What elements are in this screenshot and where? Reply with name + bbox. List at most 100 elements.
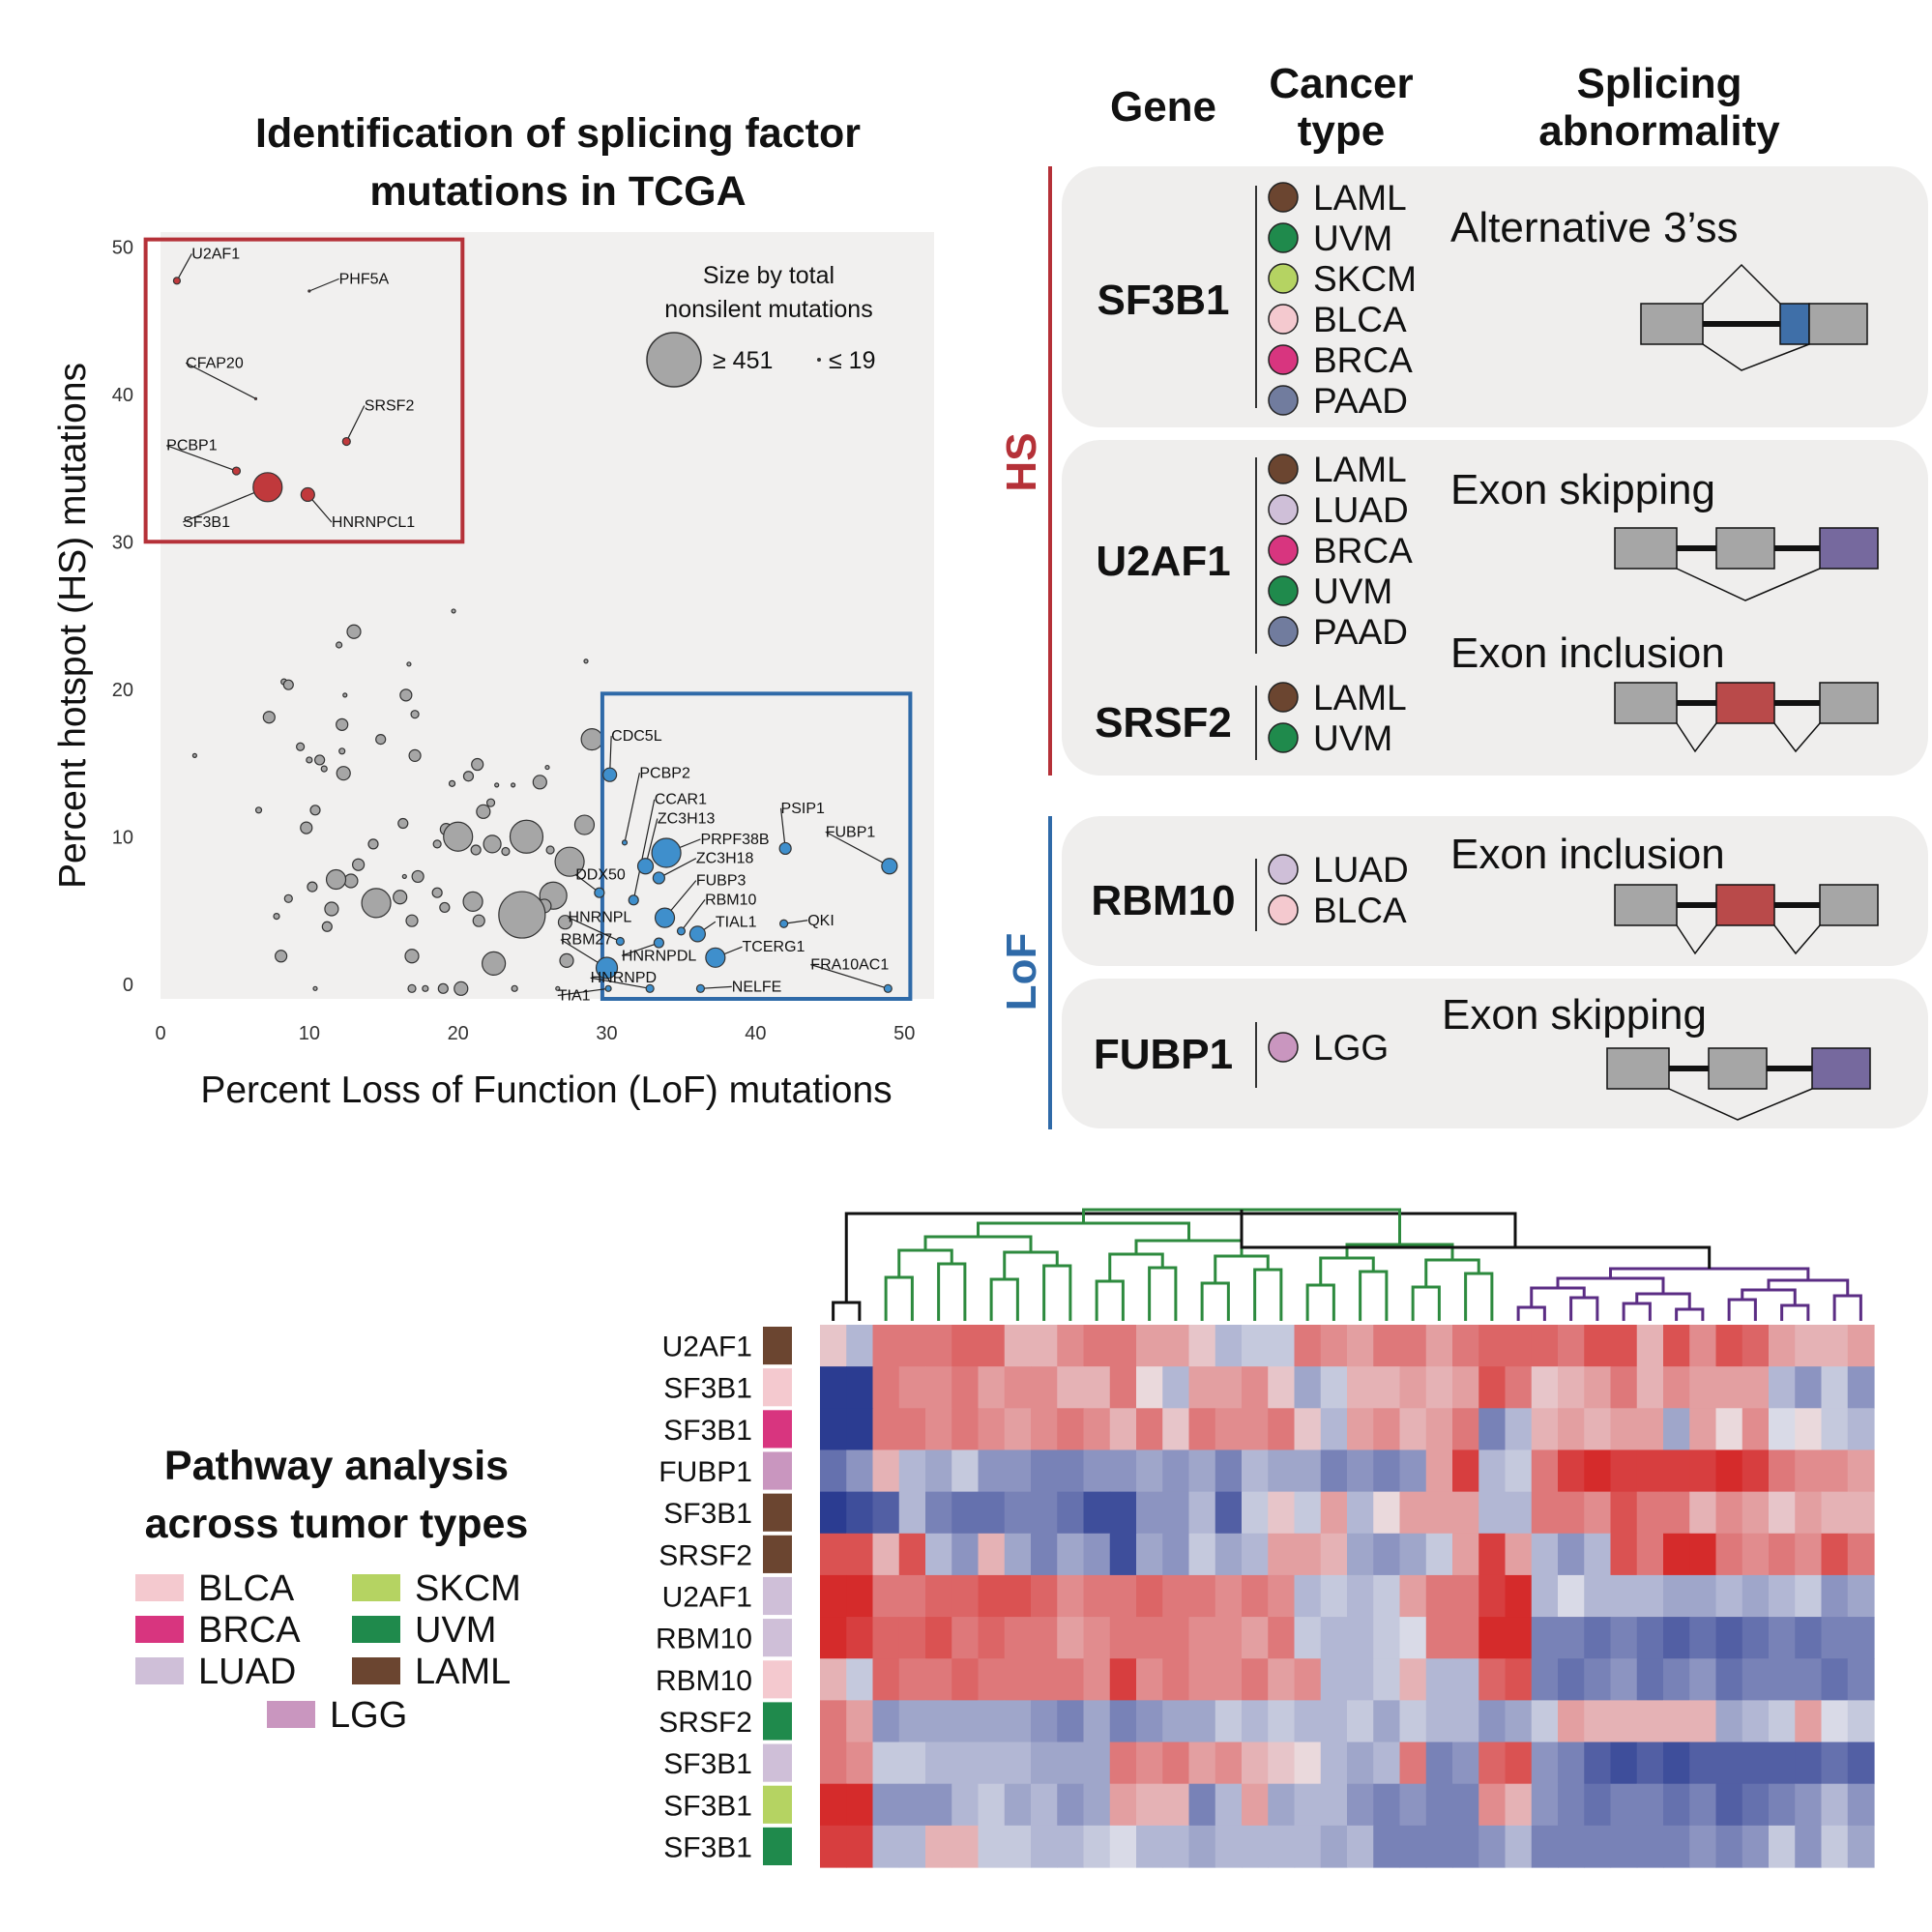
heatmap-cell: [1847, 1783, 1875, 1827]
heatmap-cell: [1636, 1825, 1664, 1868]
heatmap-cell: [1821, 1449, 1849, 1493]
heatmap-cell: [898, 1449, 926, 1493]
heatmap-cell: [1821, 1700, 1849, 1743]
heatmap-cell: [1821, 1366, 1849, 1409]
panel-fubp1: [1062, 979, 1928, 1128]
cancer-label: BRCA: [1313, 340, 1413, 380]
heatmap-cell: [1584, 1491, 1612, 1535]
heatmap-cell: [1478, 1325, 1507, 1367]
lof-group-label: LoF: [998, 933, 1045, 1011]
dendrogram-branch: [1148, 1266, 1178, 1321]
heatmap-cell: [1320, 1783, 1348, 1827]
heatmap-cell: [1584, 1408, 1612, 1451]
grey-bubble: [443, 821, 474, 852]
heatmap-cell: [951, 1325, 980, 1367]
heatmap-cell: [1715, 1325, 1743, 1367]
pathway-title-line-1: Pathway analysis: [164, 1443, 509, 1489]
bubble-rbm27: [595, 956, 619, 980]
grey-bubble: [410, 710, 420, 719]
heatmap-cell: [1689, 1783, 1717, 1827]
heatmap-cell: [1162, 1617, 1190, 1659]
cancer-label: UVM: [1313, 219, 1392, 258]
cancer-dot-brca: [1268, 535, 1299, 566]
heatmap-row-label: RBM10: [656, 1624, 752, 1655]
grey-bubble: [336, 717, 349, 731]
heatmap-cell: [1663, 1533, 1690, 1576]
heatmap-cell: [1320, 1449, 1348, 1493]
heatmap-cell: [1268, 1449, 1296, 1493]
cancer-label: BLCA: [1313, 891, 1407, 930]
heatmap-cell: [1584, 1617, 1612, 1659]
grey-bubble: [296, 742, 306, 751]
heatmap-cell: [1031, 1658, 1058, 1701]
heatmap-cell: [1399, 1491, 1427, 1535]
cancer-dot-brca: [1268, 344, 1299, 375]
heatmap-cell: [1004, 1783, 1032, 1827]
heatmap-cell: [1242, 1491, 1269, 1535]
heatmap-cell: [898, 1783, 926, 1827]
heatmap-cell: [820, 1658, 847, 1701]
tumor-bar-luad: [763, 1619, 792, 1657]
dendrogram-branch: [1240, 1210, 1712, 1269]
grey-bubble: [431, 887, 443, 898]
heatmap-cell: [1821, 1658, 1849, 1701]
heatmap-cell: [1373, 1658, 1401, 1701]
heatmap-cell: [1057, 1617, 1085, 1659]
bubble-tia1: [604, 984, 612, 992]
size-legend-small-circle: [817, 358, 821, 362]
dendrogram-branch: [1305, 1283, 1335, 1321]
grey-bubble: [336, 766, 351, 781]
heatmap-cell: [1136, 1325, 1163, 1367]
heatmap-cell: [1004, 1449, 1032, 1493]
bubble-label: PSIP1: [781, 801, 825, 817]
heatmap-cell: [1268, 1658, 1296, 1701]
grey-bubble: [511, 984, 518, 992]
heatmap-cell: [1425, 1783, 1453, 1827]
legend-label: SKCM: [415, 1568, 521, 1609]
cancer-label: BRCA: [1313, 531, 1413, 571]
heatmap-row-label: SF3B1: [663, 1373, 752, 1405]
cancer-label: LGG: [1313, 1028, 1389, 1068]
grey-bubble: [393, 890, 408, 905]
legend-swatch-uvm: [352, 1616, 400, 1643]
heatmap-cell: [1268, 1574, 1296, 1618]
heatmap-cell: [1821, 1574, 1849, 1618]
heatmap-cell: [1215, 1825, 1243, 1868]
gene-u2af1: U2AF1: [1096, 538, 1230, 585]
heatmap-cell: [1347, 1658, 1374, 1701]
heatmap-cell: [1663, 1574, 1690, 1618]
grey-bubble: [411, 869, 424, 884]
heatmap-cell: [1162, 1825, 1190, 1868]
heatmap-cell: [1031, 1742, 1058, 1785]
grey-bubble: [511, 782, 516, 788]
bubble-label: HNRNPD: [591, 970, 657, 986]
heatmap-cell: [1215, 1325, 1243, 1367]
heatmap-cell: [1136, 1574, 1163, 1618]
heatmap-cell: [846, 1491, 874, 1535]
heatmap-cell: [1847, 1408, 1875, 1451]
heatmap-cell: [846, 1742, 874, 1785]
diagram-exon-skipping-fubp1: [1606, 1047, 1871, 1121]
heatmap-cell: [1558, 1574, 1585, 1618]
heatmap-cell: [978, 1700, 1006, 1743]
heatmap-cell: [1610, 1366, 1638, 1409]
header-splicing-2: abnormality: [1538, 107, 1780, 155]
heatmap-cell: [951, 1491, 980, 1535]
heatmap-cell: [1347, 1325, 1374, 1367]
heatmap-cell: [872, 1366, 900, 1409]
heatmap-cell: [820, 1533, 847, 1576]
heatmap-cell: [1689, 1533, 1717, 1576]
heatmap-cell: [1663, 1783, 1690, 1827]
heatmap-cell: [1795, 1700, 1823, 1743]
heatmap-cell: [1531, 1325, 1559, 1367]
heatmap-cell: [1242, 1449, 1269, 1493]
heatmap-cell: [1558, 1408, 1585, 1451]
heatmap-row-label: SF3B1: [663, 1748, 752, 1780]
heatmap-cell: [1136, 1491, 1163, 1535]
scatter-title-line-2: mutations in TCGA: [369, 168, 746, 215]
grey-bubble: [254, 806, 263, 814]
heatmap-cell: [1188, 1783, 1216, 1827]
heatmap-cell: [846, 1825, 874, 1868]
heatmap-cell: [1320, 1574, 1348, 1618]
cancer-dot-uvm: [1268, 575, 1299, 606]
